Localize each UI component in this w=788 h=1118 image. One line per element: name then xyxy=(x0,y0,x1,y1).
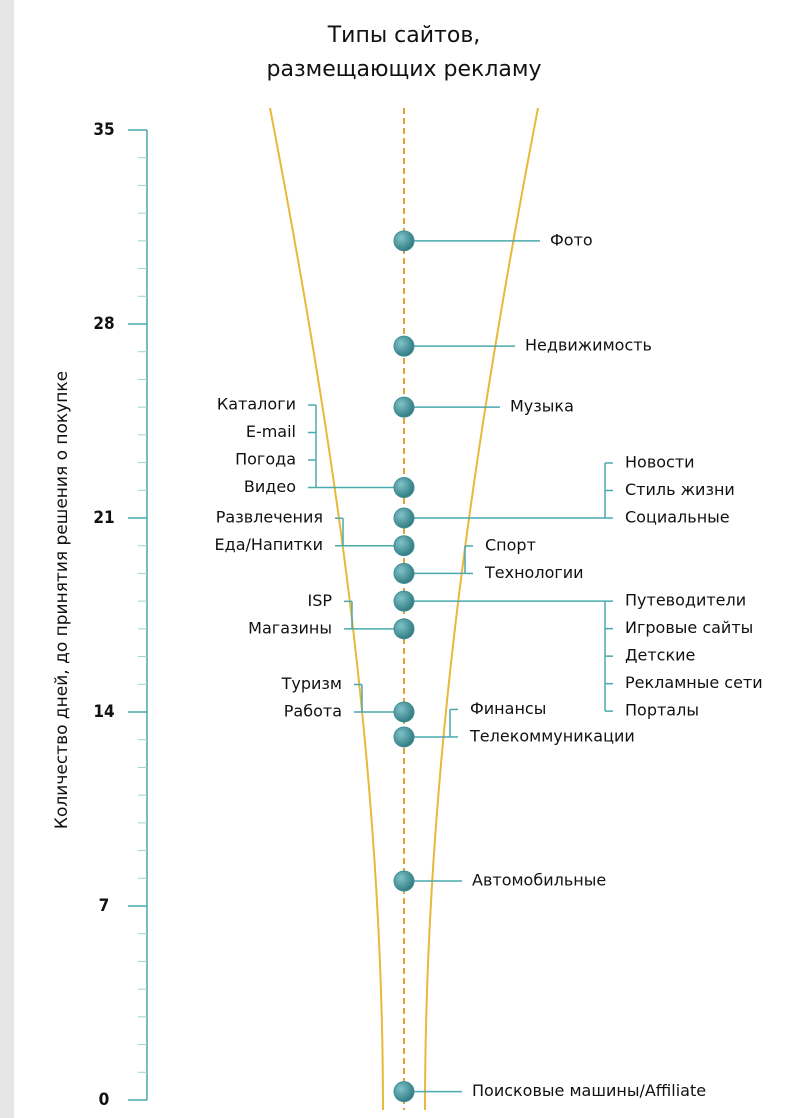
point-label: Каталоги xyxy=(217,395,296,414)
point-label: Новости xyxy=(625,453,695,472)
point-label: Поисковые машины/Affiliate xyxy=(472,1081,706,1100)
point-label: Туризм xyxy=(281,674,342,693)
chart-title: размещающих рекламу xyxy=(267,57,542,82)
y-tick-label: 0 xyxy=(99,1090,110,1110)
y-tick-label: 14 xyxy=(93,702,114,722)
y-tick-label: 7 xyxy=(99,896,110,916)
point-label: Музыка xyxy=(510,397,574,416)
point-label: Автомобильные xyxy=(472,871,606,890)
point-label: Стиль жизни xyxy=(625,480,735,499)
point-label: Рекламные сети xyxy=(625,673,763,692)
chart-title: Типы сайтов, xyxy=(327,23,481,48)
point-label: Финансы xyxy=(470,699,546,718)
y-tick-label: 28 xyxy=(93,314,114,334)
funnel-right xyxy=(424,107,539,1111)
point-label: Технологии xyxy=(484,563,584,582)
y-tick-label: 35 xyxy=(93,120,114,140)
dot xyxy=(393,701,415,723)
panel xyxy=(14,0,788,1118)
dot xyxy=(393,726,415,748)
dot xyxy=(393,1081,415,1103)
point-label: Развлечения xyxy=(216,508,323,527)
point-label: Детские xyxy=(625,646,695,665)
point-label: Погода xyxy=(235,450,296,469)
dot xyxy=(393,477,415,499)
dot xyxy=(393,618,415,640)
point-label: Спорт xyxy=(485,535,536,554)
point-label: ISP xyxy=(307,591,332,610)
y-tick-label: 21 xyxy=(93,508,114,528)
dot xyxy=(393,230,415,252)
point-label: E-mail xyxy=(246,422,296,441)
dot xyxy=(393,562,415,584)
point-label: Недвижимость xyxy=(525,336,652,355)
point-label: Работа xyxy=(284,702,342,721)
point-label: Телекоммуникации xyxy=(469,726,635,745)
point-label: Социальные xyxy=(625,508,730,527)
dot xyxy=(393,870,415,892)
y-axis-label: Количество дней, до принятия решения о п… xyxy=(52,371,72,829)
point-label: Магазины xyxy=(248,618,332,637)
point-label: Игровые сайты xyxy=(625,618,753,637)
dot xyxy=(393,396,415,418)
point-label: Видео xyxy=(244,477,296,496)
dot xyxy=(393,335,415,357)
dot xyxy=(393,507,415,529)
funnel-left xyxy=(269,107,384,1111)
point-label: Еда/Напитки xyxy=(215,535,323,554)
point-label: Фото xyxy=(550,230,593,249)
dot xyxy=(393,590,415,612)
point-label: Путеводители xyxy=(625,591,746,610)
dot xyxy=(393,535,415,557)
point-label: Порталы xyxy=(625,701,699,720)
